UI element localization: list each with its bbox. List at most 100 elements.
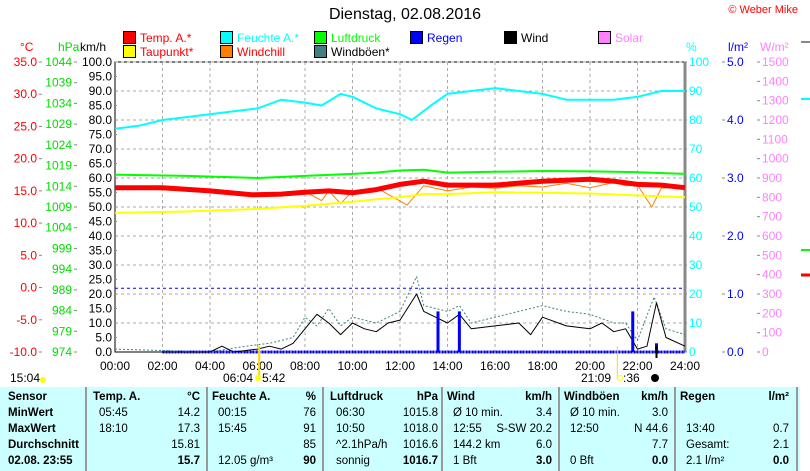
tick-label-wind: 30.0 [89, 258, 113, 272]
tick-label-pressure: 1034 [45, 96, 72, 110]
tick-label-pressure: 979 [52, 324, 72, 338]
table-cell: 91 [303, 423, 316, 435]
column-divider [206, 387, 208, 471]
tick-label-wind: 60.0 [89, 171, 113, 185]
table-cell: 17.3 [177, 423, 200, 435]
x-tick-label: 02:00 [147, 359, 177, 373]
sunset-time: 21:09 [581, 371, 611, 385]
tick-label-pressure: 994 [52, 262, 72, 276]
tick-label-wind: 40.0 [89, 229, 113, 243]
tick-label-wind: 20.0 [89, 287, 113, 301]
column-header: l/m² [768, 391, 789, 403]
table-row: MaxWert 18:10 17.3 15:45 91 10:50 1018.0 12:55 S… [0, 423, 800, 439]
chart-title: Dienstag, 02.08.2016 [328, 6, 482, 23]
table-cell: 12:50 [570, 423, 599, 435]
axis-unit-solar: W/m² [760, 40, 789, 54]
legend-label: Windchill [237, 45, 286, 59]
column-header: °C [187, 391, 200, 403]
legend-label: Taupunkt* [140, 45, 194, 59]
tick-label-solar: 0 [762, 345, 769, 359]
sun-icon [40, 377, 46, 383]
rain-bar [457, 311, 461, 352]
series-luftdruck [114, 168, 686, 179]
table-header: Sensor Temp. A. °C Feuchte A.% Luftdruck hPa W… [0, 391, 800, 407]
current-time: 15:04 [10, 371, 40, 385]
legend-label: Temp. A.* [140, 31, 192, 45]
legend-item: Regen [410, 31, 462, 45]
table-cell: MinWert [8, 407, 54, 419]
column-header: Temp. A. [93, 391, 141, 403]
sunrise-duration: 5:42 [262, 371, 286, 385]
table-row: MinWert 05:45 14.2 00:15 76 06:30 1015.8 Ø 10 m… [0, 407, 800, 423]
sunrise-time: 06:04 [223, 371, 253, 385]
table-cell: 1015.8 [402, 407, 438, 419]
table-cell: 10:50 [336, 423, 365, 435]
column-header: Sensor [8, 391, 47, 403]
tick-label-temp: 10.0 [14, 216, 38, 230]
tick-label-pressure: 989 [52, 283, 72, 297]
legend-item: Wind [504, 31, 548, 45]
tick-label-rain: 1.0 [727, 287, 744, 301]
table-row: Durchschnitt 15.81 85 ^2.1hPa/h 1016.6 144.2 … [0, 439, 800, 455]
tick-label-wind: 50.0 [89, 200, 113, 214]
legend-swatch-icon [410, 31, 423, 44]
tick-label-temp: -10.0 [10, 345, 38, 359]
axis-unit-pressure: hPa [58, 40, 80, 54]
tick-label-humidity: 60 [689, 171, 703, 185]
column-divider [558, 387, 560, 471]
legend-label: Feuchte A.* [237, 31, 300, 45]
legend-item: Solar [598, 31, 643, 45]
table-cell: 00:15 [218, 407, 247, 419]
x-tick-label: 00:00 [100, 359, 130, 373]
tick-label-humidity: 50 [689, 200, 703, 214]
table-cell: Durchschnitt [8, 439, 79, 451]
tick-label-temp: 25.0 [14, 119, 38, 133]
series-taupunkt [114, 191, 686, 214]
table-cell: 2.1 [773, 439, 789, 451]
column-header: % [305, 391, 316, 403]
tick-label-wind: 70.0 [89, 142, 113, 156]
column-divider [322, 387, 324, 471]
column-divider [85, 387, 87, 471]
table-cell: 3.0 [652, 407, 668, 419]
x-tick-label: 20:00 [575, 359, 605, 373]
tick-label-humidity: 10 [689, 316, 703, 330]
x-tick-label: 14:00 [432, 359, 462, 373]
table-cell: 2.1 l/m² [686, 455, 725, 467]
tick-label-pressure: 1014 [45, 179, 72, 193]
table-cell: 05:45 [99, 407, 128, 419]
column-header: Windböen [564, 391, 620, 403]
table-cell: N 44.6 [634, 423, 668, 435]
tick-label-rain: 0.0 [727, 345, 744, 359]
tick-label-pressure: 1024 [45, 138, 72, 152]
tick-label-solar: 700 [762, 210, 782, 224]
table-cell: 15.81 [171, 439, 200, 451]
column-header: hPa [416, 391, 438, 403]
table-cell: 1 Bft [453, 455, 477, 467]
axis-unit-humidity: % [686, 40, 697, 54]
tick-label-wind: 0.0 [95, 345, 112, 359]
legend-swatch-icon [220, 45, 233, 58]
tick-label-rain: 5.0 [727, 55, 744, 69]
series-temp-a- [115, 176, 686, 198]
tick-label-solar: 1500 [762, 55, 789, 69]
legend-item: Taupunkt* [123, 45, 193, 59]
stats-table: Sensor Temp. A. °C Feuchte A.% Luftdruck hPa W… [0, 387, 800, 471]
series-windb-en [114, 276, 686, 353]
tick-label-solar: 200 [762, 306, 782, 320]
tick-label-pressure: 1004 [45, 221, 72, 235]
legend-item: Luftdruck [314, 31, 380, 45]
series-wind [115, 293, 686, 353]
tick-label-humidity: 90 [689, 84, 703, 98]
table-cell: 14.2 [177, 407, 200, 419]
series-feuchte-a- [114, 87, 685, 130]
legend-label: Solar [615, 31, 644, 45]
table-cell: 12:55 [453, 423, 482, 435]
table-cell: 0.7 [773, 423, 789, 435]
table-cell: 1018.0 [402, 423, 438, 435]
tick-label-wind: 90.0 [89, 84, 113, 98]
column-header: km/h [641, 391, 668, 403]
table-cell: 7.7 [652, 439, 668, 451]
table-cell: 13:40 [686, 423, 715, 435]
tick-label-wind: 10.0 [89, 316, 113, 330]
